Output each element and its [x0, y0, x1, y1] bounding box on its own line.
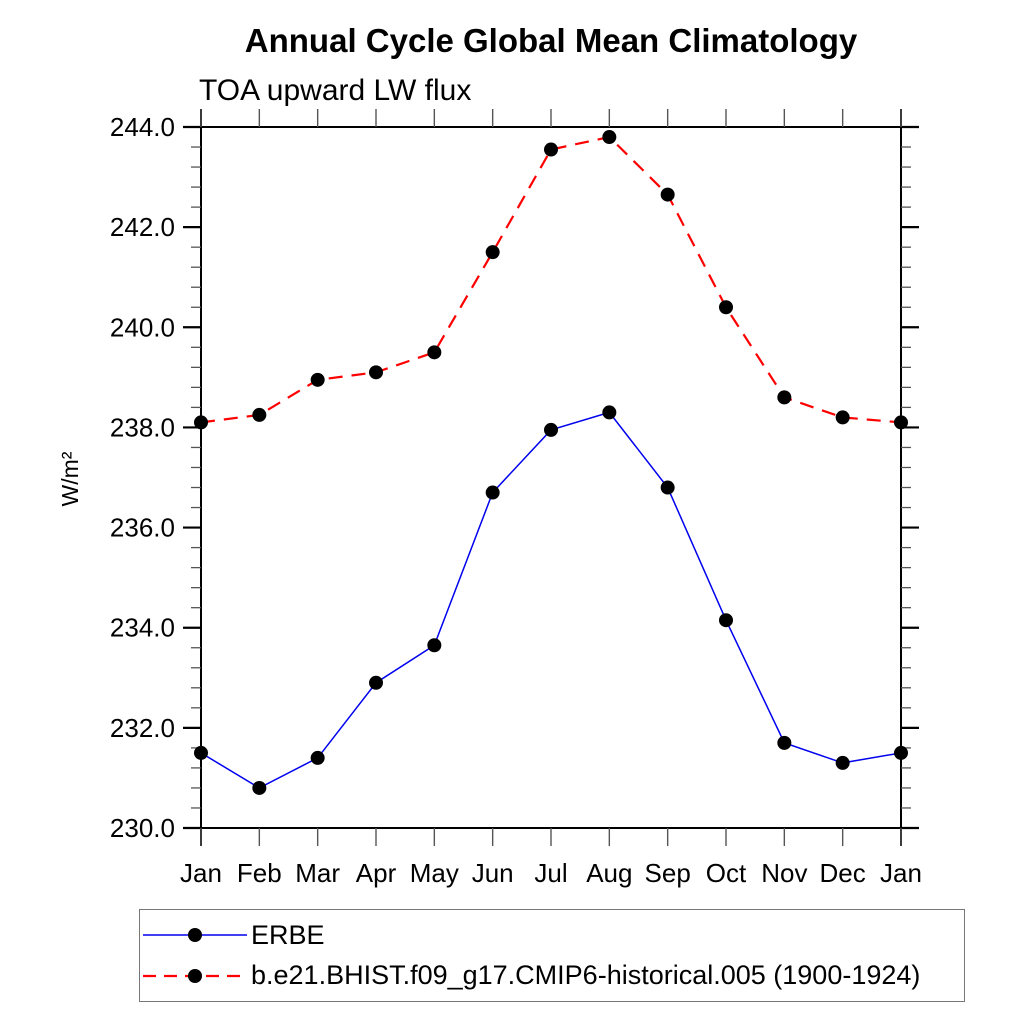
chart-subtitle: TOA upward LW flux: [199, 74, 472, 107]
legend-line-sample-model: [143, 968, 247, 983]
series-marker-1: [894, 415, 908, 430]
x-tick-label: Feb: [237, 858, 282, 888]
series-marker-0: [252, 780, 267, 795]
series-marker-0: [194, 745, 208, 760]
x-tick-label: Jan: [180, 858, 222, 888]
legend-item-erbe: ERBE: [140, 920, 964, 951]
series-marker-1: [310, 372, 325, 387]
series-line-1: [200, 135, 902, 424]
y-tick-label: 236.0: [110, 513, 175, 543]
y-tick-label: 234.0: [110, 613, 175, 643]
legend-sample-marker-0: [188, 928, 202, 943]
x-tick-label: May: [410, 858, 459, 888]
x-tick-label: Sep: [645, 858, 691, 888]
x-tick-label: Oct: [706, 858, 747, 888]
x-tick-label: Dec: [820, 858, 866, 888]
series-marker-1: [544, 142, 558, 157]
series-marker-0: [719, 613, 733, 628]
chart-title: Annual Cycle Global Mean Climatology: [244, 22, 858, 59]
legend: ERBE b.e21.BHIST.f09_g17.CMIP6-historica…: [139, 909, 965, 1002]
legend-item-model: b.e21.BHIST.f09_g17.CMIP6-historical.005…: [140, 960, 964, 991]
x-tick-label: Aug: [586, 858, 632, 888]
x-tick-label: Mar: [295, 858, 340, 888]
y-tick-label: 240.0: [110, 312, 175, 342]
y-tick-label: 242.0: [110, 212, 175, 242]
legend-line-sample-erbe: [143, 928, 247, 943]
series-marker-1: [252, 407, 267, 422]
series-marker-1: [777, 390, 792, 405]
y-tick-label: 244.0: [110, 112, 175, 142]
series-marker-0: [777, 735, 792, 750]
x-tick-label: Apr: [356, 858, 397, 888]
series-marker-1: [427, 345, 442, 360]
series-marker-0: [369, 675, 383, 690]
x-tick-label: Jul: [534, 858, 567, 888]
series-marker-0: [427, 638, 442, 653]
series-line-0: [200, 411, 902, 789]
series-marker-1: [485, 245, 500, 260]
series-marker-0: [835, 755, 850, 770]
x-tick-label: Nov: [761, 858, 807, 888]
series-marker-0: [485, 485, 500, 500]
y-tick-label: 230.0: [110, 813, 175, 843]
x-tick-label: Jun: [472, 858, 514, 888]
legend-label-erbe: ERBE: [251, 919, 325, 950]
series-marker-0: [310, 750, 325, 765]
series-marker-0: [544, 422, 558, 437]
series-marker-1: [194, 415, 208, 430]
series-marker-1: [660, 187, 675, 202]
series-marker-1: [835, 410, 850, 425]
series-marker-1: [719, 300, 733, 315]
series-marker-0: [660, 480, 675, 495]
legend-label-model: b.e21.BHIST.f09_g17.CMIP6-historical.005…: [251, 960, 921, 991]
series-marker-0: [602, 405, 617, 420]
y-tick-label: 238.0: [110, 412, 175, 442]
series-marker-0: [894, 745, 908, 760]
x-tick-label: Jan: [880, 858, 922, 888]
y-tick-label: 232.0: [110, 713, 175, 743]
series-marker-1: [602, 130, 617, 145]
legend-sample-marker-1: [188, 968, 202, 983]
series-marker-1: [369, 365, 383, 380]
